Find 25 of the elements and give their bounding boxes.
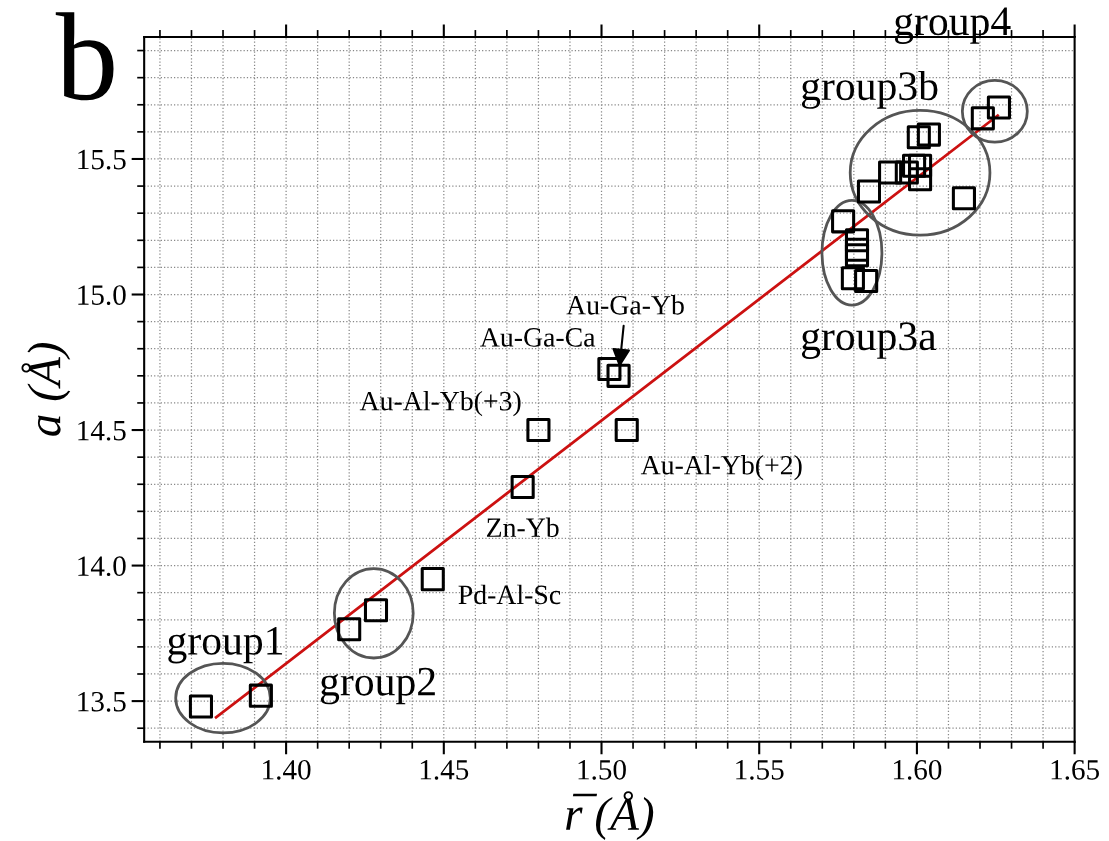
x-tick-label: 1.45	[420, 760, 469, 780]
annotation: Au-Al-Yb(+2)	[640, 455, 802, 481]
annotation: Pd-Al-Sc	[458, 584, 561, 605]
annotation: group4	[894, 7, 1011, 44]
y-tick-label: 14.0	[78, 556, 126, 577]
annotation: group2	[320, 667, 435, 705]
annotation: Au-Ga-Yb	[566, 295, 684, 315]
x-tick-label: 1.65	[1051, 760, 1099, 780]
x-tick-label: 1.50	[578, 759, 626, 780]
annotation: group3a	[801, 322, 937, 359]
text: b	[55, 12, 114, 101]
y-tick-label: 15.0	[78, 285, 126, 306]
annotation: group1	[168, 626, 283, 664]
annotation: Au-Ga-Ca	[480, 328, 596, 347]
x-tick-label: 1.60	[893, 759, 942, 780]
y-axis-title: a (Å)	[21, 342, 71, 436]
y-tick-label: 14.5	[78, 420, 126, 441]
y-tick-label: 13.5	[78, 691, 126, 712]
annotation: Au-Al-Yb(+3)	[359, 390, 521, 417]
annotation: group3b	[801, 70, 938, 109]
annotation: Zn-Yb	[486, 517, 559, 538]
x-tick-label: 1.55	[736, 760, 784, 780]
y-tick-label: 15.5	[78, 149, 126, 170]
x-tick-label: 1.40	[263, 759, 311, 780]
x-axis-title: r̅ (Å)	[566, 791, 654, 840]
